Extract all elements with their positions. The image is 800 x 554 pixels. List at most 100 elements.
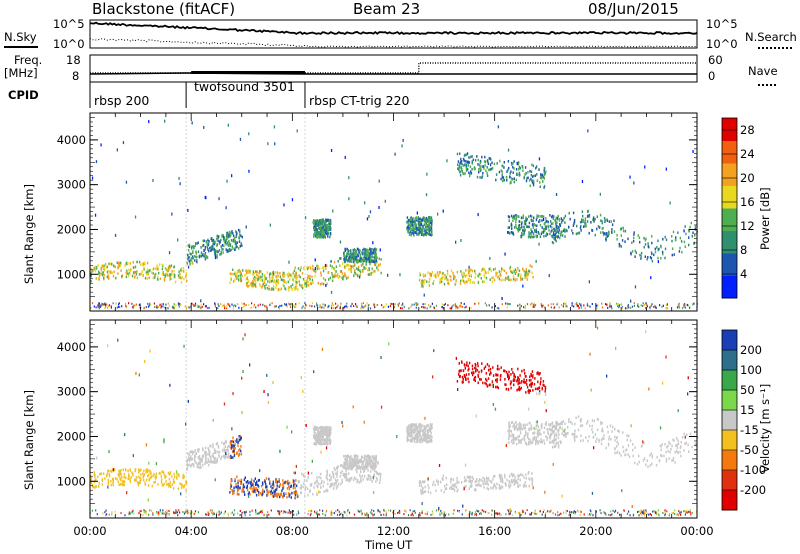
echo-cell: [183, 476, 185, 480]
echo-cell: [145, 470, 147, 474]
echo-cell: [359, 257, 361, 260]
echo-cell: [345, 465, 347, 469]
echo-cell: [434, 483, 436, 487]
echo-cell: [541, 230, 543, 234]
echo-cell: [525, 477, 527, 480]
echo-cell: [528, 231, 530, 234]
echo-cell: [124, 264, 126, 267]
echo-cell: [552, 430, 554, 433]
echo-cell: [556, 225, 559, 229]
echo-cell: [523, 378, 525, 381]
echo-cell: [95, 277, 97, 280]
echo-cell: [345, 259, 347, 262]
echo-cell: [164, 275, 166, 278]
echo-cell: [345, 257, 347, 261]
echo-cell: [504, 369, 506, 373]
ground-scatter-cell: [616, 302, 618, 305]
echo-cell: [590, 221, 592, 224]
echo-cell: [496, 378, 498, 381]
echo-cell: [581, 210, 584, 213]
echo-cell: [518, 423, 520, 426]
echo-cell: [371, 248, 373, 251]
echo-cell: [694, 234, 696, 237]
ground-scatter-cell: [369, 307, 372, 310]
echo-cell: [367, 461, 370, 465]
echo-cell: [344, 249, 346, 252]
echo-cell: [336, 274, 338, 278]
echo-cell: [319, 226, 321, 229]
echo-cell: [231, 272, 233, 276]
echo-cell: [353, 454, 356, 458]
echo-cell: [239, 438, 242, 441]
echo-cell: [295, 484, 298, 488]
echo-cell: [468, 380, 470, 384]
echo-cell: [514, 476, 516, 480]
echo-cell: [229, 272, 232, 275]
echo-cell: [531, 181, 534, 184]
echo-cell: [343, 254, 345, 257]
echo-cell: [588, 231, 590, 235]
echo-cell: [258, 277, 260, 281]
echo-cell: [230, 484, 233, 488]
echo-cell: [364, 475, 366, 478]
echo-cell: [97, 270, 100, 274]
echo-cell: [204, 452, 206, 455]
echo-cell: [419, 272, 421, 275]
echo-cell: [111, 468, 114, 472]
echo-cell: [315, 480, 318, 484]
ground-scatter-cell: [147, 302, 149, 305]
echo-cell: [420, 231, 422, 235]
echo-cell: [554, 218, 556, 222]
echo-cell: [262, 488, 264, 492]
echo-cell: [408, 229, 410, 232]
echo-cell: [453, 487, 455, 491]
echo-cell: [524, 423, 526, 427]
echo-cell: [243, 478, 246, 481]
ground-scatter-cell: [259, 303, 261, 306]
echo-cell: [132, 271, 135, 274]
echo-cell: [161, 267, 164, 271]
echo-cell: [198, 462, 200, 465]
echo-cell: [212, 242, 214, 246]
sparse-echo-cell: [325, 284, 327, 287]
ground-scatter-cell: [391, 303, 393, 305]
ground-scatter-cell: [474, 302, 476, 305]
echo-cell: [297, 480, 299, 483]
echo-cell: [468, 156, 470, 159]
echo-cell: [540, 173, 542, 176]
ground-scatter-cell: [478, 302, 480, 305]
echo-cell: [540, 215, 542, 218]
echo-cell: [413, 226, 415, 230]
echo-cell: [104, 263, 107, 266]
echo-cell: [464, 274, 466, 278]
echo-cell: [544, 222, 546, 225]
echo-cell: [503, 161, 505, 164]
echo-cell: [545, 232, 548, 235]
echo-cell: [225, 440, 227, 444]
echo-cell: [342, 275, 345, 278]
echo-cell: [480, 484, 482, 488]
ground-scatter-cell: [583, 304, 585, 307]
echo-cell: [424, 228, 426, 231]
echo-cell: [306, 487, 309, 490]
echo-cell: [310, 282, 313, 286]
echo-cell: [196, 259, 198, 262]
echo-cell: [304, 485, 307, 489]
echo-cell: [508, 219, 510, 222]
ground-scatter-cell: [491, 306, 493, 309]
echo-cell: [364, 255, 366, 259]
echo-cell: [414, 227, 417, 230]
ground-scatter-cell: [154, 306, 156, 309]
ground-scatter-cell: [220, 303, 222, 306]
echo-cell: [177, 274, 180, 277]
echo-cell: [422, 218, 424, 221]
echo-cell: [501, 485, 504, 489]
echo-cell: [379, 475, 382, 479]
echo-cell: [510, 161, 513, 165]
echo-cell: [343, 473, 345, 476]
echo-cell: [293, 492, 296, 495]
echo-cell: [451, 483, 454, 487]
echo-cell: [423, 490, 425, 494]
echo-cell: [356, 253, 359, 256]
echo-cell: [424, 279, 426, 282]
